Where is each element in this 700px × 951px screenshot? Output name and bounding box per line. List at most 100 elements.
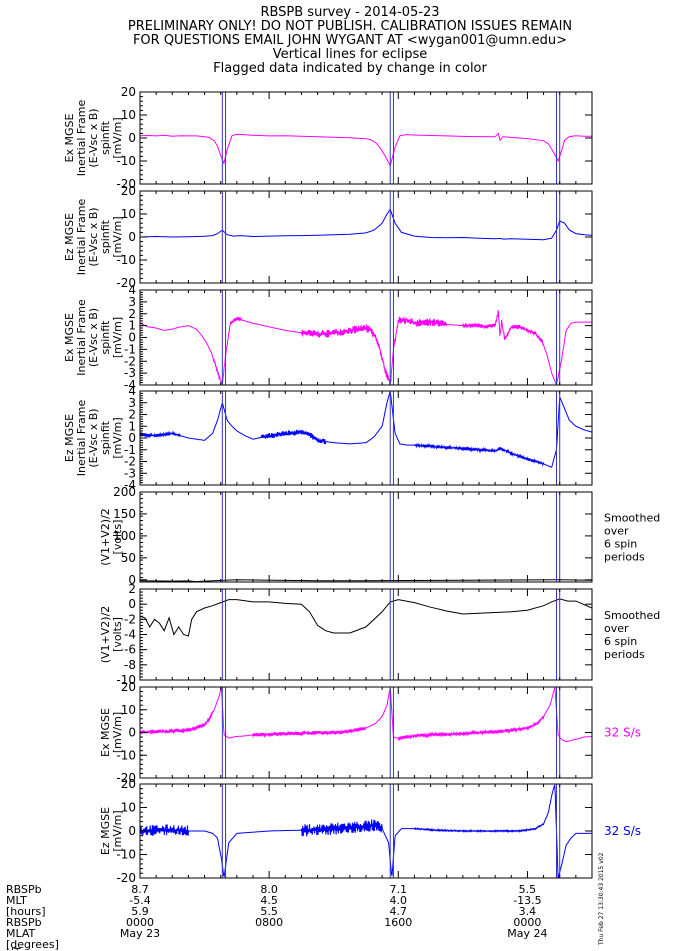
footer-value-col2-row3: 1600 xyxy=(384,916,413,929)
footer-label-rbspb-2: RBSPb xyxy=(6,916,42,929)
y-axis-label-line: [mV/m] xyxy=(111,810,124,851)
y-tick-label: 0 xyxy=(128,824,136,838)
footer-value-col1-row0: 8.0 xyxy=(260,883,278,896)
y-tick-label: -1 xyxy=(124,443,136,457)
y-tick-label: 2 xyxy=(128,307,136,321)
footer-label-mlat: MLAT xyxy=(6,927,36,940)
y-tick-label: 20 xyxy=(121,777,136,791)
y-tick-label: 10 xyxy=(121,207,136,221)
y-tick-label: -10 xyxy=(116,253,136,267)
footer-value-col2-row2: 4.7 xyxy=(389,905,408,918)
right-annotation-line: periods xyxy=(604,648,645,661)
y-tick-label: -4 xyxy=(124,378,136,392)
y-tick-label: 200 xyxy=(113,485,136,499)
panel-frame xyxy=(139,686,593,779)
y-tick-label: -20 xyxy=(116,771,136,785)
y-tick-label: 100 xyxy=(113,529,136,543)
footer-value-col0-row3: 0000 xyxy=(126,916,154,929)
y-axis-label-line: (V1+V2)/2 xyxy=(99,508,112,566)
footer-value-col1-row1: 4.5 xyxy=(260,894,278,907)
y-axis-label-line: Inertial Frame xyxy=(75,100,88,177)
y-tick-label: 3 xyxy=(128,396,136,410)
y-tick-label: 1 xyxy=(128,419,136,433)
y-tick-label: 20 xyxy=(121,85,136,99)
panel-v1v2-10: 20-2 -4-6-8-10 (V1+V2)/2 [volts] Smoothedove… xyxy=(99,582,660,687)
footer-value-col3-row1: -13.5 xyxy=(513,894,542,907)
panel-frame xyxy=(139,289,593,386)
y-axis-label-line: Inertial Frame xyxy=(75,199,88,276)
panel-frame xyxy=(139,588,593,681)
right-annotation-line: 6 spin xyxy=(604,538,637,551)
y-axis-label-line: Ez MGSE xyxy=(63,213,76,261)
y-tick-label: -10 xyxy=(116,154,136,168)
y-tick-label: -4 xyxy=(124,478,136,492)
y-axis-label-line: Ez MGSE xyxy=(99,807,112,855)
y-axis-label-line: spinfit xyxy=(99,420,112,455)
panel-v1v2-200: 200 150 100 50 0 (V1+V2)/2 [volts] Smoothedover… xyxy=(99,485,660,587)
y-tick-label: 1 xyxy=(128,319,136,333)
y-axis-label-line: [volts] xyxy=(111,617,124,652)
panel-ez-32: 20 10 0 -10 -20 Ez MGSE [mV/m] 32 S/s xyxy=(99,777,641,885)
y-tick-label: 0 xyxy=(128,726,136,740)
panel-ex-spinfit-20: 20 10 0 -10 -20 Ex MGSE Inertial Frame (E-Vsc x… xyxy=(63,85,593,191)
footer-label-ut: UT xyxy=(6,947,21,950)
y-tick-label: -4 xyxy=(124,628,136,642)
right-annotation-line: periods xyxy=(604,551,645,564)
y-tick-label: -1 xyxy=(124,342,136,356)
footer-value-col2-row1: 4.0 xyxy=(389,894,408,907)
footer-value-col3-row3: 0000 xyxy=(513,916,542,929)
y-tick-label: 0 xyxy=(128,230,136,244)
y-axis-label-line: [mV/m] xyxy=(111,317,124,358)
y-tick-label: 0 xyxy=(128,431,136,445)
series-line-ex-spinfit-4-0 xyxy=(140,309,592,385)
y-axis-label-line: Inertial Frame xyxy=(75,299,88,376)
series-line-ez-spinfit-20-0 xyxy=(140,208,592,241)
y-tick-label: -8 xyxy=(124,658,136,672)
y-tick-label: 3 xyxy=(128,295,136,309)
y-tick-label: -10 xyxy=(116,673,136,687)
y-axis-label-line: (E-Vsc x B) xyxy=(87,408,100,467)
y-axis-label-line: (E-Vsc x B) xyxy=(87,308,100,367)
version-stamp: Thu Feb 27 13:30:43 2015 v02 xyxy=(598,852,605,945)
footer-value-col0-row2: 5.9 xyxy=(131,905,149,918)
series-line-ex-spinfit-20-0 xyxy=(140,132,592,167)
y-tick-label: 20 xyxy=(121,680,136,694)
panel-frame xyxy=(139,190,593,284)
right-annotation-line: Smoothed xyxy=(604,609,660,622)
header-line-2: FOR QUESTIONS EMAIL JOHN WYGANT AT <wyga… xyxy=(132,33,568,48)
footer-label-rbspb-1: RBSPb xyxy=(6,883,42,896)
right-annotation-line: over xyxy=(604,622,629,635)
panel-ez-spinfit-20: 20 10 0 -10 -20 Ez MGSE Inertial Frame (E-Vsc x… xyxy=(63,184,593,290)
y-axis-label-line: [volts] xyxy=(111,520,124,555)
y-tick-label: 10 xyxy=(121,801,136,815)
series-line-ex-32-0 xyxy=(140,687,592,742)
y-axis-label-line: [mV/m] xyxy=(111,117,124,158)
y-axis-label-line: Ex MGSE xyxy=(63,113,76,162)
header-line-3: Vertical lines for eclipse xyxy=(272,47,428,62)
y-axis-label-line: spinfit xyxy=(99,120,112,155)
series-line-v1v2-10-0 xyxy=(140,598,592,637)
y-tick-label: 10 xyxy=(121,108,136,122)
y-axis-label-line: (E-Vsc x B) xyxy=(87,108,100,167)
footer-value-col3-row4: May 24 xyxy=(507,927,548,940)
right-annotation-line: 6 spin xyxy=(604,635,637,648)
y-tick-label: 0 xyxy=(128,131,136,145)
y-axis-label-line: spinfit xyxy=(99,219,112,254)
y-tick-label: -10 xyxy=(116,848,136,862)
y-tick-label: 10 xyxy=(121,703,136,717)
y-tick-label: 0 xyxy=(128,597,136,611)
header-line-4: Flagged data indicated by change in colo… xyxy=(213,61,487,76)
series-line-ez-32-0 xyxy=(140,784,592,878)
right-annotation-line: over xyxy=(604,525,629,538)
y-tick-label: -20 xyxy=(116,276,136,290)
footer-value-col3-row2: 3.4 xyxy=(518,905,537,918)
footer-value-col1-row2: 5.5 xyxy=(260,905,278,918)
footer-value-col0-row1: -5.4 xyxy=(129,894,151,907)
footer-value-col1-row3: 0800 xyxy=(255,916,284,929)
y-tick-label: -10 xyxy=(116,748,136,762)
y-tick-label: -20 xyxy=(116,177,136,191)
y-axis-label-line: spinfit xyxy=(99,320,112,355)
